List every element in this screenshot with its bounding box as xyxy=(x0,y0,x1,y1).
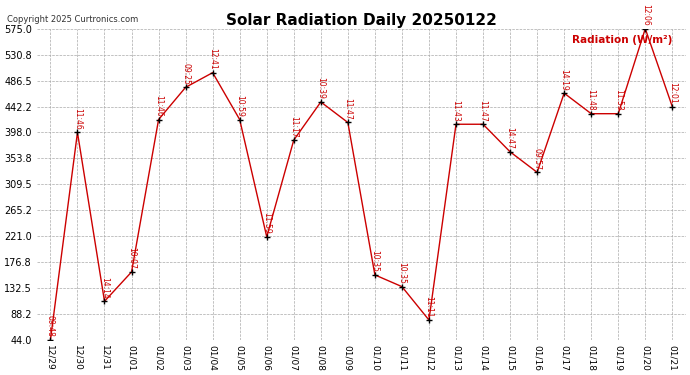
Text: 11:46: 11:46 xyxy=(73,108,82,130)
Text: 10:07: 10:07 xyxy=(127,248,136,269)
Text: 11:46: 11:46 xyxy=(154,95,163,117)
Text: 09:48: 09:48 xyxy=(46,315,55,337)
Text: 11:53: 11:53 xyxy=(613,89,623,111)
Text: Copyright 2025 Curtronics.com: Copyright 2025 Curtronics.com xyxy=(7,15,138,24)
Text: 11:48: 11:48 xyxy=(586,89,595,111)
Text: 09:57: 09:57 xyxy=(533,147,542,170)
Text: 11:17: 11:17 xyxy=(289,116,298,137)
Text: 14:47: 14:47 xyxy=(506,127,515,149)
Text: 12:41: 12:41 xyxy=(208,48,217,70)
Text: 11:47: 11:47 xyxy=(479,100,488,122)
Text: 11:11: 11:11 xyxy=(424,296,433,317)
Title: Solar Radiation Daily 20250122: Solar Radiation Daily 20250122 xyxy=(226,12,497,27)
Text: 09:25: 09:25 xyxy=(181,63,190,84)
Text: 11:59: 11:59 xyxy=(262,212,271,234)
Text: 11:43: 11:43 xyxy=(451,100,460,122)
Text: 11:47: 11:47 xyxy=(344,98,353,120)
Text: Radiation (W/m²): Radiation (W/m²) xyxy=(573,35,673,45)
Text: 10:39: 10:39 xyxy=(316,77,325,99)
Text: 12:06: 12:06 xyxy=(641,4,650,26)
Text: 12:01: 12:01 xyxy=(668,82,677,104)
Text: 10:35: 10:35 xyxy=(397,262,406,284)
Text: 14:19: 14:19 xyxy=(560,69,569,90)
Text: 10:35: 10:35 xyxy=(371,250,380,272)
Text: 14:14: 14:14 xyxy=(100,277,109,298)
Text: 10:59: 10:59 xyxy=(235,95,244,117)
